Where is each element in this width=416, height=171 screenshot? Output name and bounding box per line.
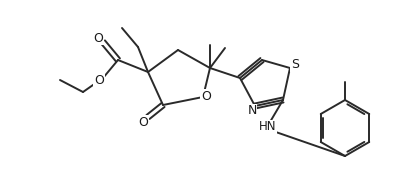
Text: O: O (138, 115, 148, 128)
Text: HN: HN (259, 121, 277, 134)
Text: O: O (94, 74, 104, 87)
Text: O: O (93, 31, 103, 44)
Text: N: N (248, 104, 257, 117)
Text: S: S (291, 58, 299, 71)
Text: O: O (201, 89, 211, 102)
